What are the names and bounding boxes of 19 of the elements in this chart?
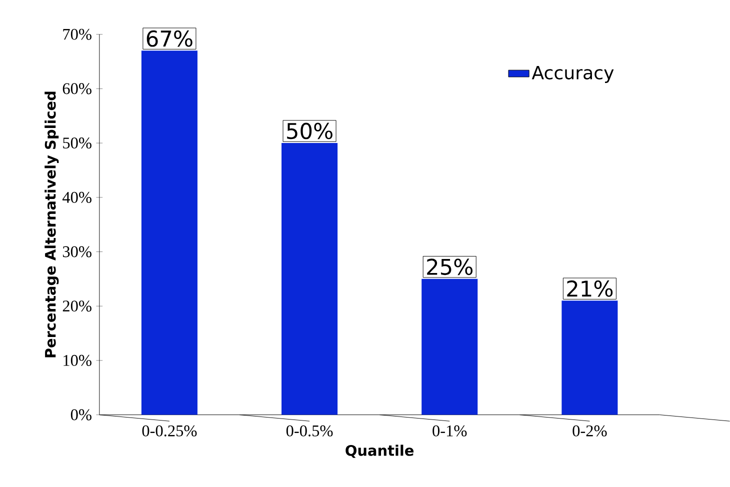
y-tick-label: 60% (62, 83, 92, 94)
x-tick-label: 0-0.5% (286, 425, 333, 436)
y-tick-label: 10% (64, 354, 92, 366)
y-axis-title: Percentage Alternatively Spliced (44, 92, 59, 358)
legend-label: Accuracy (532, 66, 614, 83)
text: 21% (567, 280, 613, 297)
x-axis-title: Quantile (346, 444, 414, 458)
x-tick-label: 0-0.25% (142, 425, 197, 436)
y-tick-label: 0% (70, 409, 92, 420)
y-tick-label: 40% (62, 192, 92, 203)
text: 50% (287, 122, 332, 140)
y-tick-label: 70% (63, 28, 92, 40)
y-tick-label: 50% (63, 137, 92, 149)
x-tick-label: 0-2% (572, 425, 607, 436)
x-tick-label: 0-1% (432, 425, 467, 436)
text: 67% (146, 30, 192, 47)
text: 25% (427, 258, 472, 276)
y-tick-label: 30% (62, 246, 92, 258)
y-tick-label: 20% (62, 300, 92, 312)
